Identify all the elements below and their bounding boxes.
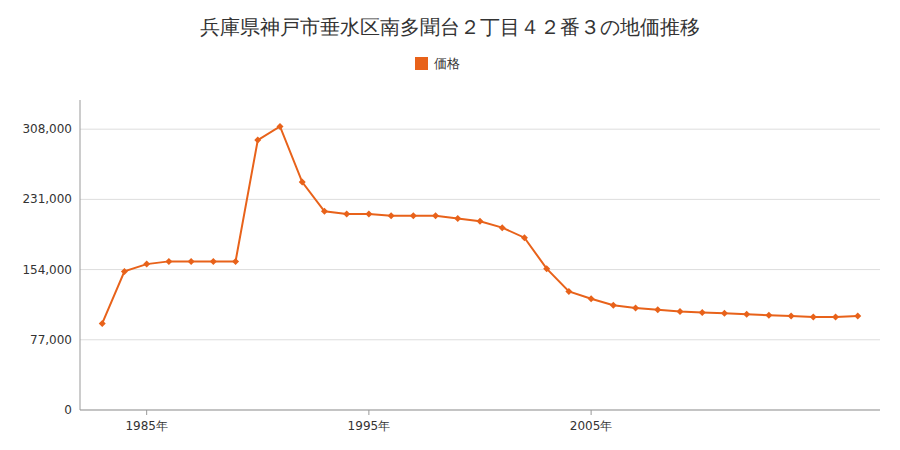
grid-line (80, 199, 880, 200)
marker (143, 261, 150, 268)
legend-label: 価格 (434, 56, 460, 71)
marker (277, 123, 284, 130)
plot-area (99, 123, 862, 327)
marker (854, 313, 861, 320)
marker (832, 314, 839, 321)
marker (454, 215, 461, 222)
x-tick-label: 2005年 (570, 419, 613, 433)
marker (165, 258, 172, 265)
marker (543, 265, 550, 272)
marker (432, 212, 439, 219)
marker (343, 210, 350, 217)
x-tick (368, 410, 369, 415)
marker (699, 309, 706, 316)
line (102, 126, 858, 323)
marker (410, 212, 417, 219)
marker (654, 306, 661, 313)
title: 兵庫県神戸市垂水区南多聞台２丁目４２番３の地価推移 (200, 15, 700, 39)
marker (121, 268, 128, 275)
x-tick (146, 410, 147, 415)
x-axis-line (80, 410, 880, 411)
grid-line (80, 129, 880, 130)
marker (499, 224, 506, 231)
marker (743, 311, 750, 318)
legend-swatch (415, 57, 428, 70)
y-tick-label: 77,000 (30, 333, 72, 347)
y-axis-line (80, 100, 81, 410)
marker (299, 179, 306, 186)
marker (99, 320, 106, 327)
y-tick-label: 308,000 (22, 122, 72, 136)
grid-line (80, 339, 880, 340)
marker (388, 212, 395, 219)
marker (521, 234, 528, 241)
marker (721, 310, 728, 317)
marker (477, 218, 484, 225)
grid-line (80, 410, 880, 411)
marker (254, 137, 261, 144)
x-tick (591, 410, 592, 415)
marker (788, 313, 795, 320)
y-tick-label: 154,000 (22, 263, 72, 277)
y-tick-label: 0 (64, 403, 72, 417)
marker (610, 302, 617, 309)
grid (80, 129, 880, 410)
marker (188, 258, 195, 265)
marker (588, 295, 595, 302)
x-tick-label: 1995年 (348, 419, 391, 433)
marker (210, 258, 217, 265)
marker (565, 288, 572, 295)
marker (365, 210, 372, 217)
marker (810, 314, 817, 321)
marker (677, 308, 684, 315)
grid-line (80, 269, 880, 270)
legend: 価格 (415, 56, 460, 71)
marker (321, 208, 328, 215)
marker (232, 258, 239, 265)
chart: 兵庫県神戸市垂水区南多聞台２丁目４２番３の地価推移 0 77,000 154,000 2… (0, 0, 900, 450)
marker (632, 304, 639, 311)
marker (765, 312, 772, 319)
x-tick-label: 1985年 (125, 419, 168, 433)
y-tick-label: 231,000 (22, 192, 72, 206)
